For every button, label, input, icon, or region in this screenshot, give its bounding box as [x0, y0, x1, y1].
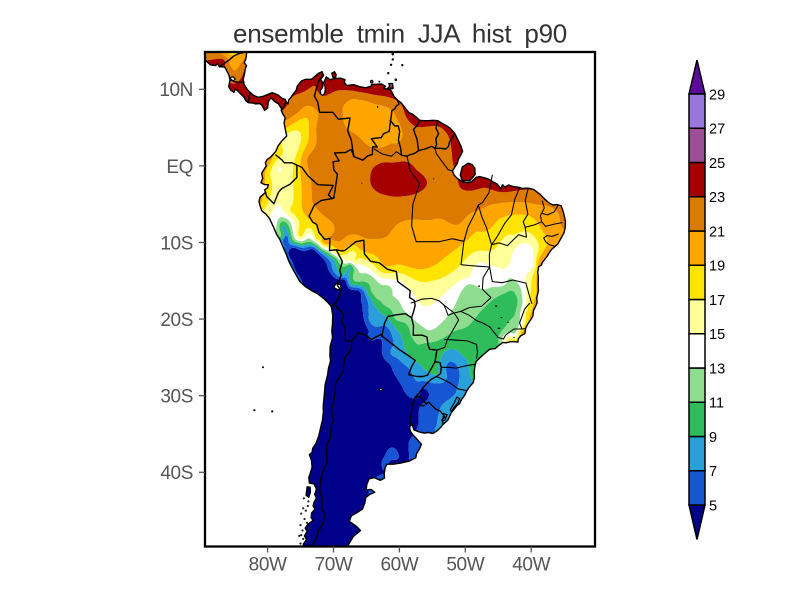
svg-text:40S: 40S: [160, 463, 193, 484]
svg-text:23: 23: [709, 190, 725, 206]
svg-text:20S: 20S: [160, 310, 193, 331]
svg-text:17: 17: [709, 293, 725, 309]
svg-text:70W: 70W: [315, 555, 353, 576]
svg-text:21: 21: [709, 224, 725, 240]
svg-text:ensemble tmin JJA hist p90: ensemble tmin JJA hist p90: [233, 19, 567, 49]
svg-text:80W: 80W: [249, 555, 287, 576]
svg-text:50W: 50W: [446, 555, 484, 576]
svg-text:15: 15: [709, 327, 725, 343]
svg-text:29: 29: [709, 87, 725, 103]
svg-text:11: 11: [709, 396, 724, 412]
svg-text:60W: 60W: [380, 555, 418, 576]
svg-text:10N: 10N: [159, 80, 193, 101]
svg-text:30S: 30S: [160, 387, 193, 408]
svg-text:25: 25: [709, 156, 725, 172]
svg-text:EQ: EQ: [166, 157, 193, 178]
svg-text:10S: 10S: [160, 233, 193, 254]
svg-text:27: 27: [709, 122, 725, 138]
svg-text:9: 9: [709, 430, 717, 446]
svg-text:19: 19: [709, 259, 725, 275]
svg-text:7: 7: [709, 464, 717, 480]
svg-text:40W: 40W: [512, 555, 550, 576]
svg-text:13: 13: [709, 361, 725, 377]
svg-text:5: 5: [709, 498, 717, 514]
